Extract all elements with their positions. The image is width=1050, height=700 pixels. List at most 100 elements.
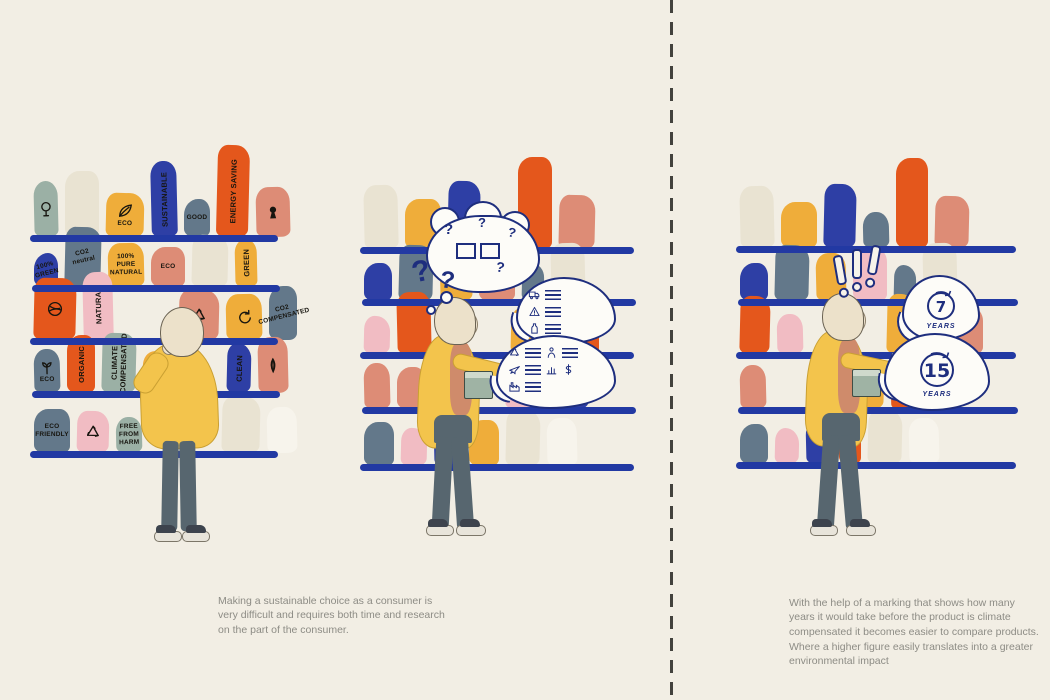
product-plain [740, 263, 768, 301]
product-eco: ECO [33, 348, 61, 394]
shopper-leg [179, 440, 197, 532]
shelf-bar [736, 352, 1016, 359]
shopper-leg [431, 436, 454, 530]
years-large-unit: YEARS [922, 390, 952, 398]
scene-label-overload: ECO SUSTAINABLE GOOD ENERGY SAVING 100% GREE… [30, 144, 310, 585]
product-natural: NATURAL [82, 271, 114, 341]
fact-row [528, 288, 561, 301]
product-plain [558, 194, 596, 250]
globe-icon [46, 300, 64, 318]
product-recycle [76, 410, 110, 454]
scribble-text-lines [545, 306, 561, 317]
product-leaf2 [257, 336, 289, 394]
shelf-bar [32, 285, 280, 292]
thought-cloud [426, 215, 540, 293]
product-box-in-hand [464, 371, 493, 399]
product-label: ECO FRIENDLY [35, 422, 69, 438]
shelf-bar [736, 462, 1016, 469]
product-globe [33, 277, 77, 341]
fact-row [528, 322, 561, 335]
product-box-in-hand [852, 369, 881, 397]
product-co2-compensated: CO2 COMPENSATED [258, 286, 310, 340]
bottle-icon [528, 322, 541, 335]
scribble-text-lines [545, 289, 561, 300]
shopper-comparing [412, 297, 562, 537]
truck-icon [528, 288, 541, 301]
cycle-icon [235, 308, 253, 326]
shopper-hair [434, 297, 476, 345]
factory-icon [508, 380, 521, 393]
product-plain [781, 202, 817, 248]
shopper-shoe-top [460, 519, 480, 527]
product-keyhole [255, 186, 291, 238]
years-large-value: 15 [924, 360, 950, 382]
shopper-hair [822, 293, 864, 341]
product-label: ENERGY SAVING [227, 158, 239, 224]
tree-icon [37, 200, 55, 218]
exclamation-mark [852, 249, 862, 292]
recycle-icon [508, 346, 521, 359]
plane-icon [508, 363, 521, 376]
dashed-divider-line [670, 0, 673, 700]
product-good: GOOD [184, 199, 210, 237]
thought-product-box [456, 243, 476, 259]
product-plain [364, 263, 392, 301]
sprout-icon [38, 358, 56, 376]
product-cycle [225, 293, 263, 341]
product-label: GOOD [186, 213, 208, 221]
speech-bubble-7-years: 7 YEARS [902, 275, 980, 341]
shopper-shoe-top [812, 519, 832, 527]
product-label: CO2 COMPENSATED [257, 303, 311, 327]
leaf2-icon [264, 356, 282, 374]
years-small-unit: YEARS [926, 322, 956, 330]
shelf-bar [30, 451, 278, 458]
shelf-bar [30, 235, 278, 242]
warning-icon [528, 305, 541, 318]
product-plain [739, 185, 775, 249]
caption-problem: Making a sustainable choice as a consume… [218, 594, 445, 636]
thought-trail-dot [440, 291, 453, 304]
product-eco: ECO [105, 192, 145, 238]
shelf-row [739, 158, 1014, 249]
product-plain [739, 364, 767, 410]
shelf-bar [738, 299, 1018, 306]
thought-product-box [480, 243, 500, 259]
shopper-shoe-top [156, 525, 176, 533]
product-plain [774, 427, 800, 465]
speech-bubble-product-facts-1 [516, 277, 616, 345]
product-plain [65, 171, 99, 237]
product-label: CO2 neutral [71, 247, 96, 267]
shelf-row: ECO SUSTAINABLE GOOD ENERGY SAVING [33, 144, 291, 238]
shelf-row [363, 157, 632, 250]
shopper-leg [450, 436, 475, 530]
scribble-text-lines [562, 347, 578, 358]
product-label: ORGANIC [76, 345, 86, 383]
product-energy-saving: ENERGY SAVING [215, 144, 251, 238]
product-eco-friendly: ECO FRIENDLY [34, 409, 70, 453]
shopper-shoe-top [850, 519, 870, 527]
product-label: ECO [39, 375, 55, 384]
years-small-value: 7 [936, 298, 946, 316]
scribble-text-lines [525, 381, 541, 392]
person-icon [545, 346, 558, 359]
shopper-leg [816, 434, 841, 530]
recycle-icon [84, 423, 102, 441]
product-label: NATURAL [93, 287, 103, 325]
product-plain [934, 195, 970, 249]
shopper-leg [837, 434, 864, 530]
product-clean: CLEAN [226, 342, 252, 394]
fact-row [508, 346, 578, 359]
product-label: CLEAN [234, 354, 244, 382]
question-mark: ? [478, 215, 486, 230]
shopper-shoe-top [186, 525, 206, 533]
fact-row [508, 380, 541, 393]
product-plain [823, 183, 857, 249]
product-sustainable: SUSTAINABLE [150, 160, 178, 238]
shopper-deciding [800, 293, 950, 537]
fact-row [528, 305, 561, 318]
fact-row [508, 363, 575, 376]
question-mark: ? [444, 221, 454, 238]
scribble-text-lines [545, 323, 561, 334]
shelf-row: NATURAL CO2 COMPENSATED [33, 271, 310, 341]
